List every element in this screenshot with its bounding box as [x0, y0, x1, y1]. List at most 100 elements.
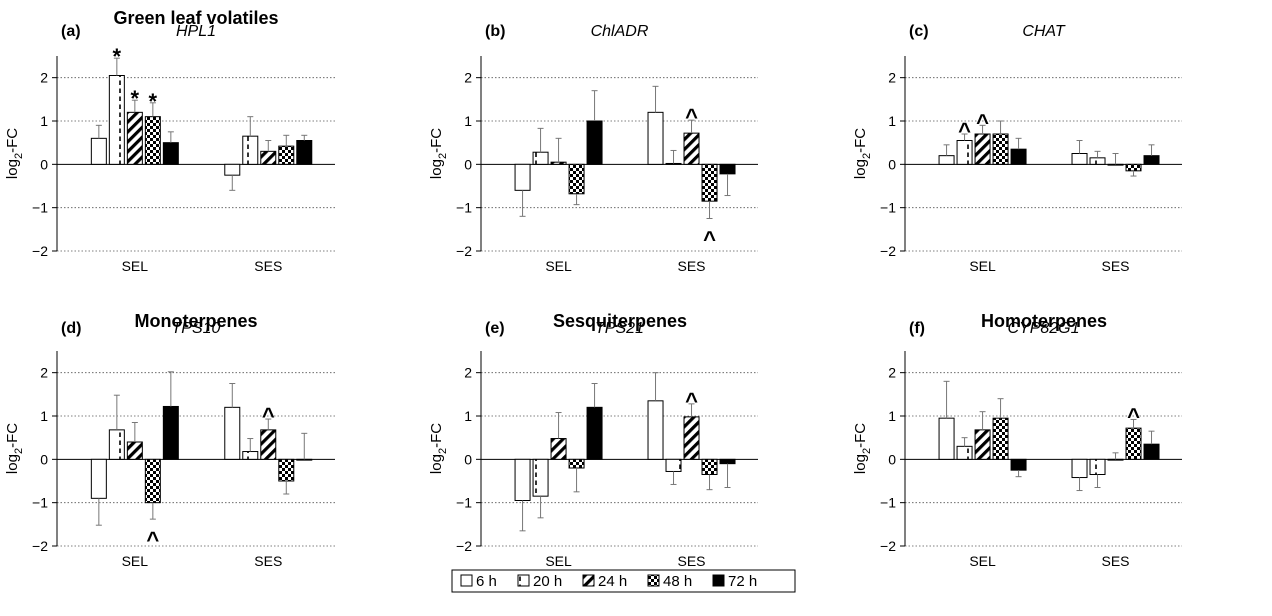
- bar-ses-20h: [1089, 157, 1106, 165]
- panel-letter: (a): [61, 23, 81, 40]
- bar-ses-6h: [1071, 458, 1088, 479]
- y-tick-label: 0: [40, 156, 48, 172]
- bar-ses-20h: [665, 162, 682, 165]
- bar-ses-72h: [719, 163, 736, 175]
- legend-label: 24 h: [598, 573, 627, 590]
- y-tick-label: 1: [40, 113, 48, 129]
- panel-letter: (f): [909, 320, 925, 337]
- y-tick-label: 0: [464, 451, 472, 467]
- legend-swatch: [647, 574, 660, 587]
- legend: 6 h 20 h 24 h 48 h 72 h: [451, 569, 796, 593]
- bar-sel-6h: [938, 417, 955, 460]
- y-tick-label: 2: [464, 70, 472, 86]
- legend-label: 6 h: [476, 573, 497, 590]
- bar-ses-72h: [296, 458, 313, 461]
- bar-sel-6h: [514, 163, 531, 191]
- significance-mark: ^: [146, 527, 159, 552]
- bar-ses-48h: [278, 145, 295, 165]
- bar-sel-24h: [974, 133, 991, 165]
- y-tick-label: −1: [32, 495, 48, 511]
- legend-label: 72 h: [728, 573, 757, 590]
- chart-panel-tps21: Sesquiterpenes (e) TPS21 −2 −1 0 1 2 log2-FC SEL ^…: [428, 311, 758, 569]
- x-category-label: SES: [254, 553, 282, 569]
- significance-mark: *: [149, 89, 158, 114]
- gene-name: HPL1: [176, 23, 216, 40]
- bar-ses-24h: [1107, 163, 1124, 166]
- y-tick-label: 1: [464, 113, 472, 129]
- y-tick-label: −1: [880, 495, 896, 511]
- bar-sel-48h: [992, 133, 1009, 165]
- y-axis-label: log2-FC: [428, 128, 449, 179]
- y-tick-label: 0: [40, 451, 48, 467]
- gene-name: CHAT: [1022, 23, 1066, 40]
- y-tick-label: 1: [888, 408, 896, 424]
- bar-ses-20h: [1089, 458, 1106, 476]
- y-axis-label: log2-FC: [852, 128, 873, 179]
- y-tick-label: 2: [464, 365, 472, 381]
- bar-sel-6h: [90, 458, 107, 499]
- gene-name: ChlADR: [591, 23, 649, 40]
- y-axis-label: log2-FC: [428, 423, 449, 474]
- legend-label: 20 h: [533, 573, 562, 590]
- y-tick-label: 0: [888, 156, 896, 172]
- chart-panel-chat: (c) CHAT −2 −1 0 1 2 log2-FC ^ ^ SEL SES: [852, 23, 1182, 274]
- significance-mark: ^: [976, 109, 989, 134]
- bar-sel-20h: [532, 151, 549, 165]
- bar-sel-72h: [1010, 458, 1027, 471]
- y-tick-label: 2: [40, 70, 48, 86]
- y-tick-label: 1: [40, 408, 48, 424]
- x-category-label: SES: [678, 553, 706, 569]
- bar-ses-20h: [242, 135, 259, 165]
- bar-sel-6h: [90, 137, 107, 165]
- significance-mark: ^: [958, 118, 971, 143]
- legend-label: 48 h: [663, 573, 692, 590]
- bar-sel-72h: [586, 120, 603, 165]
- bar-ses-24h: [260, 150, 277, 165]
- y-axis-label: log2-FC: [852, 423, 873, 474]
- bar-sel-48h: [144, 116, 161, 165]
- bar-sel-24h: [126, 111, 143, 165]
- y-tick-label: −2: [880, 538, 896, 554]
- x-category-label: SEL: [969, 258, 996, 274]
- bar-ses-24h: [683, 132, 700, 165]
- x-category-label: SES: [678, 258, 706, 274]
- y-tick-label: −2: [456, 243, 472, 259]
- y-tick-label: −1: [32, 200, 48, 216]
- y-tick-label: 2: [40, 365, 48, 381]
- y-tick-label: 0: [464, 156, 472, 172]
- bar-sel-24h: [550, 438, 567, 460]
- bar-sel-24h: [550, 161, 567, 165]
- panel-letter: (e): [485, 320, 505, 337]
- gene-name: TPS21: [595, 320, 644, 337]
- bar-sel-72h: [162, 405, 179, 460]
- group-title: Sesquiterpenes: [553, 311, 687, 331]
- y-tick-label: 1: [888, 113, 896, 129]
- bar-sel-6h: [938, 155, 955, 165]
- y-axis-label: log2-FC: [4, 423, 25, 474]
- x-category-label: SEL: [969, 553, 996, 569]
- bar-sel-6h: [514, 458, 531, 502]
- x-category-label: SES: [1102, 258, 1130, 274]
- chart-panel-tps10: Monoterpenes(d) TPS10−2−1012log2-FC^SEL^S…: [4, 311, 335, 569]
- bar-ses-48h: [701, 458, 718, 476]
- bar-ses-72h: [1143, 443, 1160, 460]
- bar-ses-24h: [1107, 458, 1124, 461]
- y-tick-label: −2: [32, 243, 48, 259]
- bar-ses-6h: [647, 111, 664, 165]
- bar-ses-48h: [701, 163, 718, 202]
- bar-ses-24h: [260, 429, 277, 460]
- bar-sel-20h: [956, 140, 973, 165]
- group-title: Monoterpenes: [134, 311, 257, 331]
- panel-letter: (b): [485, 23, 505, 40]
- bar-ses-6h: [1071, 153, 1088, 165]
- x-category-label: SEL: [545, 258, 572, 274]
- y-tick-label: −1: [456, 495, 472, 511]
- bar-sel-20h: [108, 429, 125, 460]
- bar-ses-72h: [1143, 155, 1160, 165]
- bar-sel-24h: [126, 441, 143, 460]
- bar-sel-20h: [532, 458, 549, 497]
- group-title: Homoterpenes: [981, 311, 1107, 331]
- y-tick-label: 2: [888, 365, 896, 381]
- significance-mark: *: [113, 44, 122, 69]
